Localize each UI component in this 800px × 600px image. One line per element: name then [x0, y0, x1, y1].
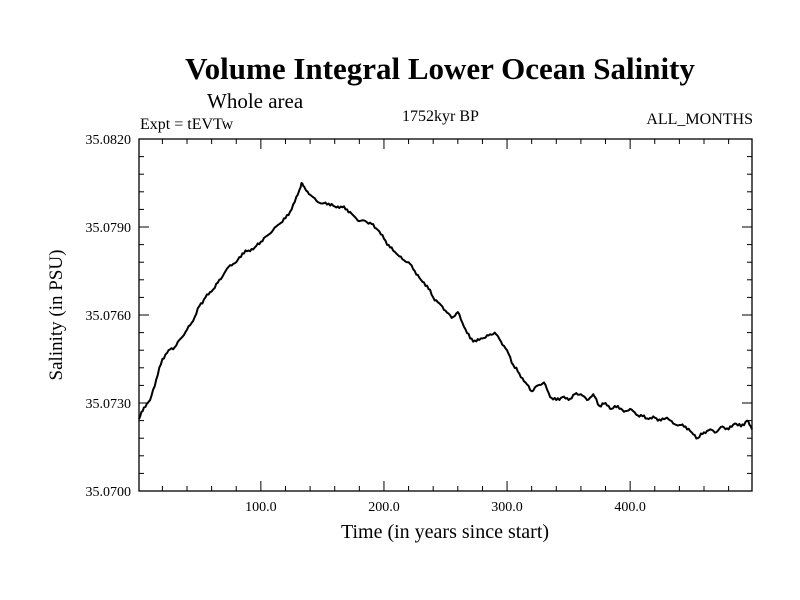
chart-title: Volume Integral Lower Ocean Salinity: [185, 51, 695, 86]
y-tick-label: 35.0760: [86, 309, 132, 324]
period-label: 1752kyr BP: [402, 108, 479, 125]
y-tick-labels: 35.0700 35.0730 35.0760 35.0790 35.0820: [86, 133, 132, 500]
minor-ticks: [139, 139, 752, 491]
y-axis-label: Salinity (in PSU): [46, 250, 67, 381]
x-axis-label: Time (in years since start): [341, 521, 549, 543]
y-tick-label: 35.0790: [86, 221, 132, 236]
major-ticks: [139, 139, 752, 491]
y-tick-label: 35.0820: [86, 133, 132, 148]
x-tick-label: 200.0: [368, 500, 400, 515]
chart-subtitle: Whole area: [207, 89, 304, 113]
x-tick-label: 100.0: [245, 500, 277, 515]
series-line-salinity: [138, 182, 753, 440]
x-tick-label: 400.0: [614, 500, 646, 515]
x-tick-label: 300.0: [491, 500, 523, 515]
experiment-label: Expt = tEVTw: [140, 116, 234, 133]
x-tick-labels: 100.0 200.0 300.0 400.0: [245, 500, 646, 515]
months-label: ALL_MONTHS: [646, 111, 753, 128]
y-tick-label: 35.0730: [86, 397, 132, 412]
y-tick-label: 35.0700: [86, 485, 132, 500]
plot-frame: [138, 138, 753, 492]
